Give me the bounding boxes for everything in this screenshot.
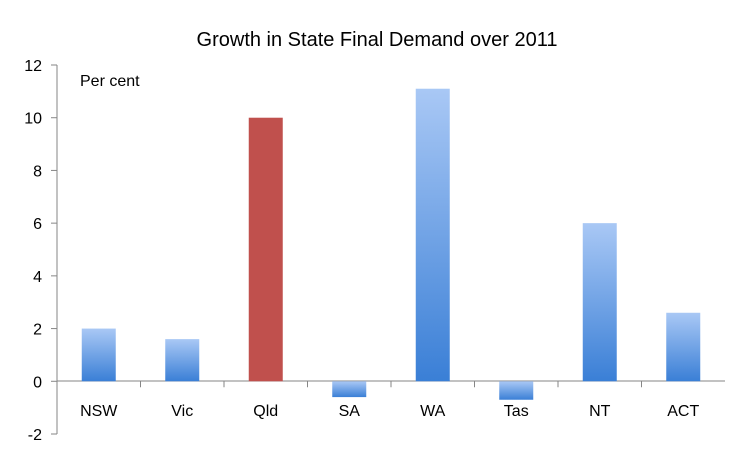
x-tick-label-vic: Vic [171, 403, 193, 420]
bar-qld [248, 117, 283, 382]
x-tick-label-wa: WA [420, 403, 446, 420]
y-tick-label: 4 [33, 269, 42, 286]
y-tick-label: 8 [33, 163, 42, 180]
x-tick-label-sa: SA [339, 403, 361, 420]
y-tick-label: 10 [24, 111, 42, 128]
bar-sa [332, 381, 367, 398]
x-tick-label-nt: NT [589, 403, 611, 420]
x-tick-label-act: ACT [667, 403, 699, 420]
y-ticks: -2 0 2 4 6 8 10 12 [24, 58, 57, 444]
x-ticks [140, 381, 642, 388]
x-tick-label-tas: Tas [504, 403, 529, 420]
y-tick-label: 2 [33, 322, 42, 339]
y-tick-label: 6 [33, 216, 42, 233]
bars [81, 88, 701, 400]
unit-label: Per cent [80, 73, 140, 90]
x-tick-label-nsw: NSW [80, 403, 118, 420]
x-labels: NSW Vic Qld SA WA Tas NT ACT [80, 403, 699, 420]
bar-vic [165, 339, 200, 382]
bar-nt [582, 223, 617, 382]
bar-nsw [81, 328, 116, 382]
x-tick-label-qld: Qld [253, 403, 278, 420]
y-tick-label: -2 [28, 427, 42, 444]
bar-wa [415, 88, 450, 382]
chart-title: Growth in State Final Demand over 2011 [197, 29, 558, 51]
bar-act [666, 312, 701, 382]
y-tick-label: 0 [33, 374, 42, 391]
bar-tas [499, 381, 534, 400]
y-tick-label: 12 [24, 58, 42, 75]
